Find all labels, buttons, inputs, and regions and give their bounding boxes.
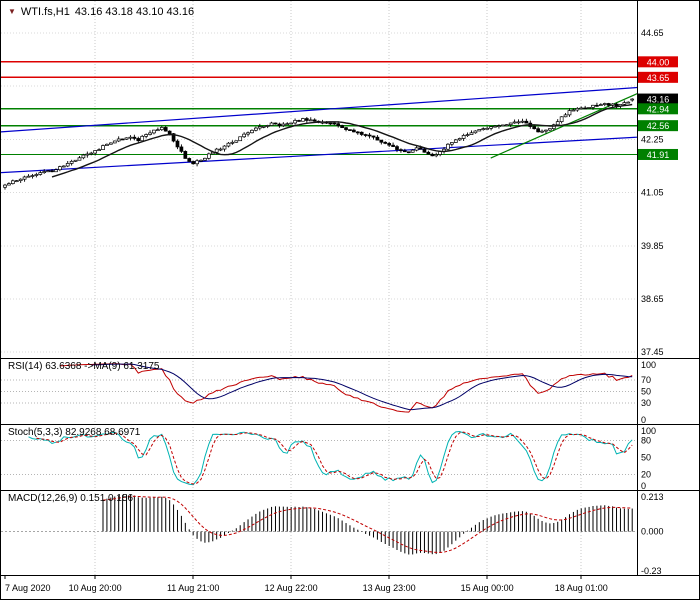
svg-text:41.91: 41.91 — [647, 150, 670, 160]
down-triangle-icon: ▼ — [8, 7, 16, 16]
indicator-axis-label: 0.000 — [641, 527, 664, 537]
price-tag-resistance[interactable]: 44.00 — [638, 56, 678, 68]
chart-header: ▼ WTI.fs,H1 43.16 43.18 43.10 43.16 — [8, 6, 194, 18]
indicator-axis-label: 100 — [641, 426, 656, 436]
time-axis-label: 7 Aug 2020 — [5, 583, 51, 593]
symbol-label: WTI.fs,H1 — [20, 6, 70, 18]
macd-label: MACD(12,26,9) 0.151 0.156 — [8, 493, 134, 504]
time-axis-label: 12 Aug 22:00 — [265, 583, 318, 593]
price-axis-label: 39.85 — [641, 241, 664, 251]
svg-text:44.00: 44.00 — [647, 57, 670, 67]
time-axis-label: 11 Aug 21:00 — [167, 583, 219, 593]
svg-text:42.56: 42.56 — [647, 121, 670, 131]
ohlc-values: 43.16 43.18 43.10 43.16 — [74, 6, 195, 18]
indicator-axis-label: 50 — [641, 387, 651, 397]
stoch-label: Stoch(5,3,3) 82.9268 68.6971 — [8, 427, 141, 438]
price-levels — [1, 61, 638, 174]
price-tag-current-price[interactable]: 43.16 — [638, 93, 678, 105]
indicator-axis-label: 100 — [641, 360, 656, 370]
macd-histogram — [102, 494, 633, 555]
stoch-k-line — [28, 430, 633, 486]
gridlines — [1, 1, 637, 575]
price-axis-label: 38.65 — [641, 294, 664, 304]
moving-average-line[interactable] — [51, 103, 633, 178]
trendline[interactable] — [1, 86, 638, 133]
indicator-axis-label: 80 — [641, 435, 651, 445]
stoch-d-line — [36, 431, 633, 485]
indicator-axis-label: 20 — [641, 470, 651, 480]
rsi-label: RSI(14) 63.6368 ->MA(9) 61.3175 — [8, 361, 160, 372]
indicator-axis-label: 50 — [641, 453, 651, 463]
indicator-axis-label: 0.213 — [641, 492, 664, 502]
rsi-line — [59, 363, 633, 413]
price-tag-support[interactable]: 41.91 — [638, 148, 678, 160]
time-axis-label: 10 Aug 20:00 — [69, 583, 122, 593]
price-axis-label: 37.45 — [641, 347, 664, 357]
price-tag-resistance[interactable]: 43.65 — [638, 71, 678, 83]
price-axis: 44.65 42.25 41.05 39.85 38.65 37.45 44.00 43.65… — [638, 28, 678, 357]
indicator-axis-label: 70 — [641, 375, 651, 385]
indicator-axis-label: -0.23 — [641, 566, 662, 576]
indicator-axis-label: 30 — [641, 398, 651, 408]
price-axis-label: 41.05 — [641, 188, 664, 198]
price-axis-label: 44.65 — [641, 28, 664, 38]
price-tag-support[interactable]: 42.56 — [638, 120, 678, 132]
indicator-axis-label: 0 — [641, 481, 646, 491]
time-axis-label: 15 Aug 00:00 — [461, 583, 514, 593]
indicator-axis-label: 0 — [641, 415, 646, 425]
svg-text:43.65: 43.65 — [647, 73, 670, 83]
time-axis[interactable]: 7 Aug 2020 10 Aug 20:00 11 Aug 21:00 12 Aug… — [4, 576, 608, 593]
rsi-ma-line — [91, 363, 633, 411]
trendline[interactable] — [1, 136, 638, 174]
svg-text:42.94: 42.94 — [647, 104, 670, 114]
macd-signal-line — [102, 495, 633, 554]
candlesticks — [3, 98, 635, 190]
price-axis-label: 42.25 — [641, 134, 664, 144]
svg-text:43.16: 43.16 — [647, 95, 670, 105]
price-tag-support[interactable]: 42.94 — [638, 103, 678, 115]
time-axis-label: 13 Aug 23:00 — [363, 583, 416, 593]
time-axis-label: 18 Aug 01:00 — [555, 583, 608, 593]
